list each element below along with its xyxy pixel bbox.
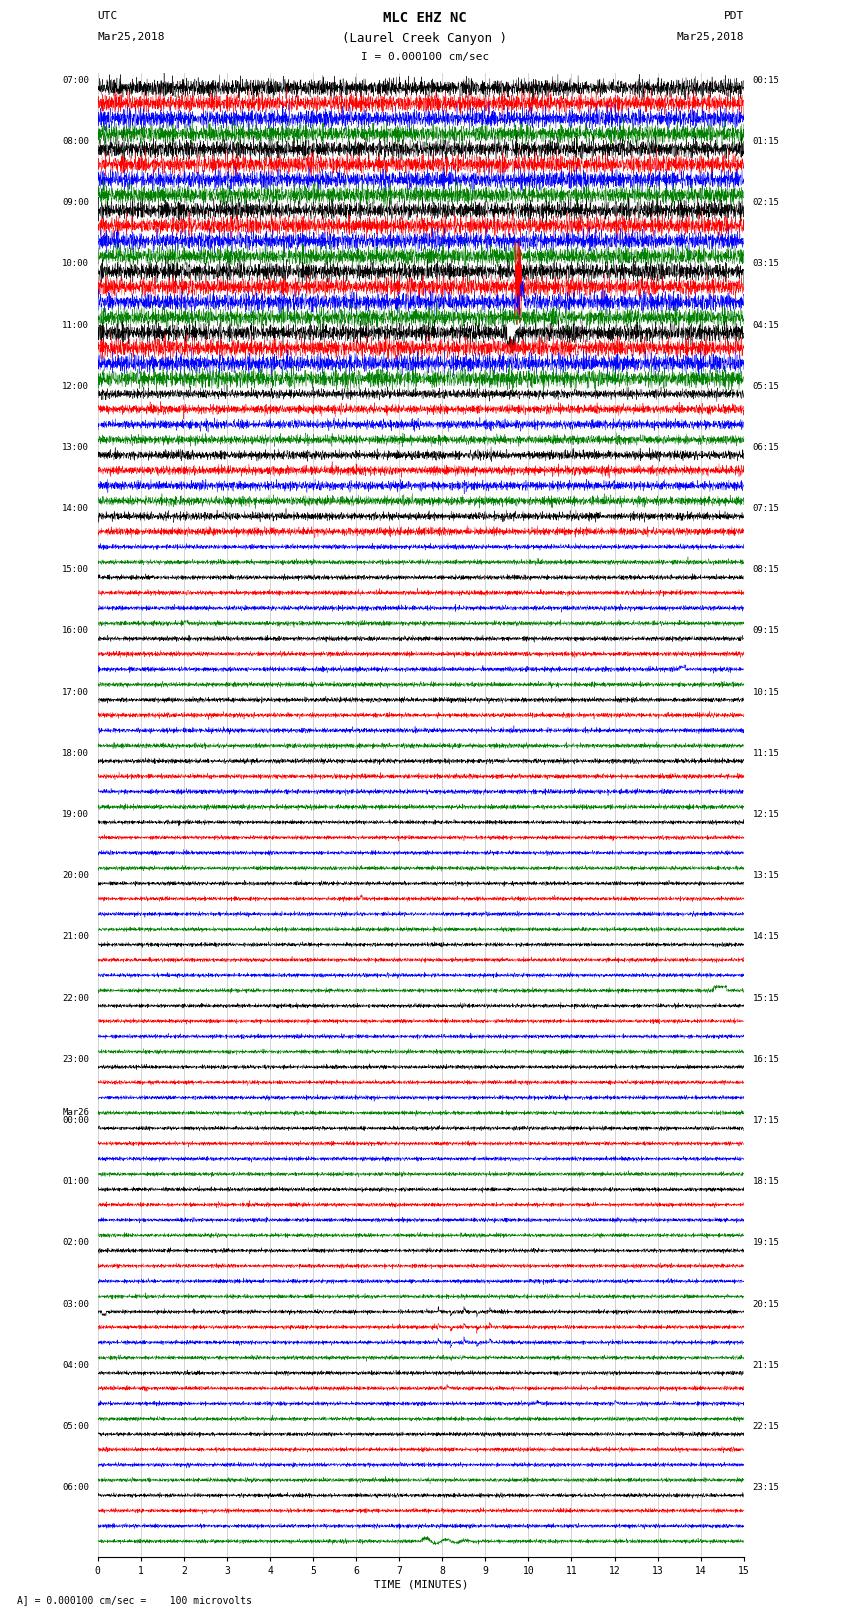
Text: 01:00: 01:00 — [62, 1177, 89, 1186]
Text: 17:15: 17:15 — [752, 1116, 779, 1124]
Text: (Laurel Creek Canyon ): (Laurel Creek Canyon ) — [343, 32, 507, 45]
X-axis label: TIME (MINUTES): TIME (MINUTES) — [373, 1579, 468, 1590]
Text: 01:15: 01:15 — [752, 137, 779, 145]
Text: 05:00: 05:00 — [62, 1423, 89, 1431]
Text: 10:00: 10:00 — [62, 260, 89, 268]
Text: UTC: UTC — [98, 11, 118, 21]
Text: 16:00: 16:00 — [62, 626, 89, 636]
Text: 15:15: 15:15 — [752, 994, 779, 1003]
Text: 02:15: 02:15 — [752, 198, 779, 206]
Text: 10:15: 10:15 — [752, 687, 779, 697]
Text: 06:00: 06:00 — [62, 1484, 89, 1492]
Text: Mar25,2018: Mar25,2018 — [677, 32, 744, 42]
Text: 23:00: 23:00 — [62, 1055, 89, 1065]
Text: 08:00: 08:00 — [62, 137, 89, 145]
Text: 21:15: 21:15 — [752, 1361, 779, 1369]
Text: 00:00: 00:00 — [62, 1116, 89, 1124]
Text: A] = 0.000100 cm/sec =    100 microvolts: A] = 0.000100 cm/sec = 100 microvolts — [17, 1595, 252, 1605]
Text: 18:15: 18:15 — [752, 1177, 779, 1186]
Text: 06:15: 06:15 — [752, 444, 779, 452]
Text: 22:00: 22:00 — [62, 994, 89, 1003]
Text: 00:15: 00:15 — [752, 76, 779, 85]
Text: I = 0.000100 cm/sec: I = 0.000100 cm/sec — [361, 52, 489, 61]
Text: PDT: PDT — [723, 11, 744, 21]
Text: 18:00: 18:00 — [62, 748, 89, 758]
Text: 03:00: 03:00 — [62, 1300, 89, 1308]
Text: 19:00: 19:00 — [62, 810, 89, 819]
Text: 12:00: 12:00 — [62, 382, 89, 390]
Text: 11:00: 11:00 — [62, 321, 89, 329]
Text: Mar25,2018: Mar25,2018 — [98, 32, 165, 42]
Text: 22:15: 22:15 — [752, 1423, 779, 1431]
Text: 20:00: 20:00 — [62, 871, 89, 881]
Text: 08:15: 08:15 — [752, 565, 779, 574]
Text: 13:00: 13:00 — [62, 444, 89, 452]
Text: 09:15: 09:15 — [752, 626, 779, 636]
Text: 02:00: 02:00 — [62, 1239, 89, 1247]
Text: 17:00: 17:00 — [62, 687, 89, 697]
Text: 09:00: 09:00 — [62, 198, 89, 206]
Text: 23:15: 23:15 — [752, 1484, 779, 1492]
Text: 04:00: 04:00 — [62, 1361, 89, 1369]
Text: 07:00: 07:00 — [62, 76, 89, 85]
Text: 20:15: 20:15 — [752, 1300, 779, 1308]
Text: 14:15: 14:15 — [752, 932, 779, 942]
Text: 03:15: 03:15 — [752, 260, 779, 268]
Text: 12:15: 12:15 — [752, 810, 779, 819]
Text: Mar26: Mar26 — [62, 1108, 89, 1118]
Text: 13:15: 13:15 — [752, 871, 779, 881]
Text: 16:15: 16:15 — [752, 1055, 779, 1065]
Text: 15:00: 15:00 — [62, 565, 89, 574]
Text: 07:15: 07:15 — [752, 505, 779, 513]
Text: 21:00: 21:00 — [62, 932, 89, 942]
Text: MLC EHZ NC: MLC EHZ NC — [383, 11, 467, 26]
Text: 14:00: 14:00 — [62, 505, 89, 513]
Text: 19:15: 19:15 — [752, 1239, 779, 1247]
Text: 04:15: 04:15 — [752, 321, 779, 329]
Text: 11:15: 11:15 — [752, 748, 779, 758]
Text: 05:15: 05:15 — [752, 382, 779, 390]
